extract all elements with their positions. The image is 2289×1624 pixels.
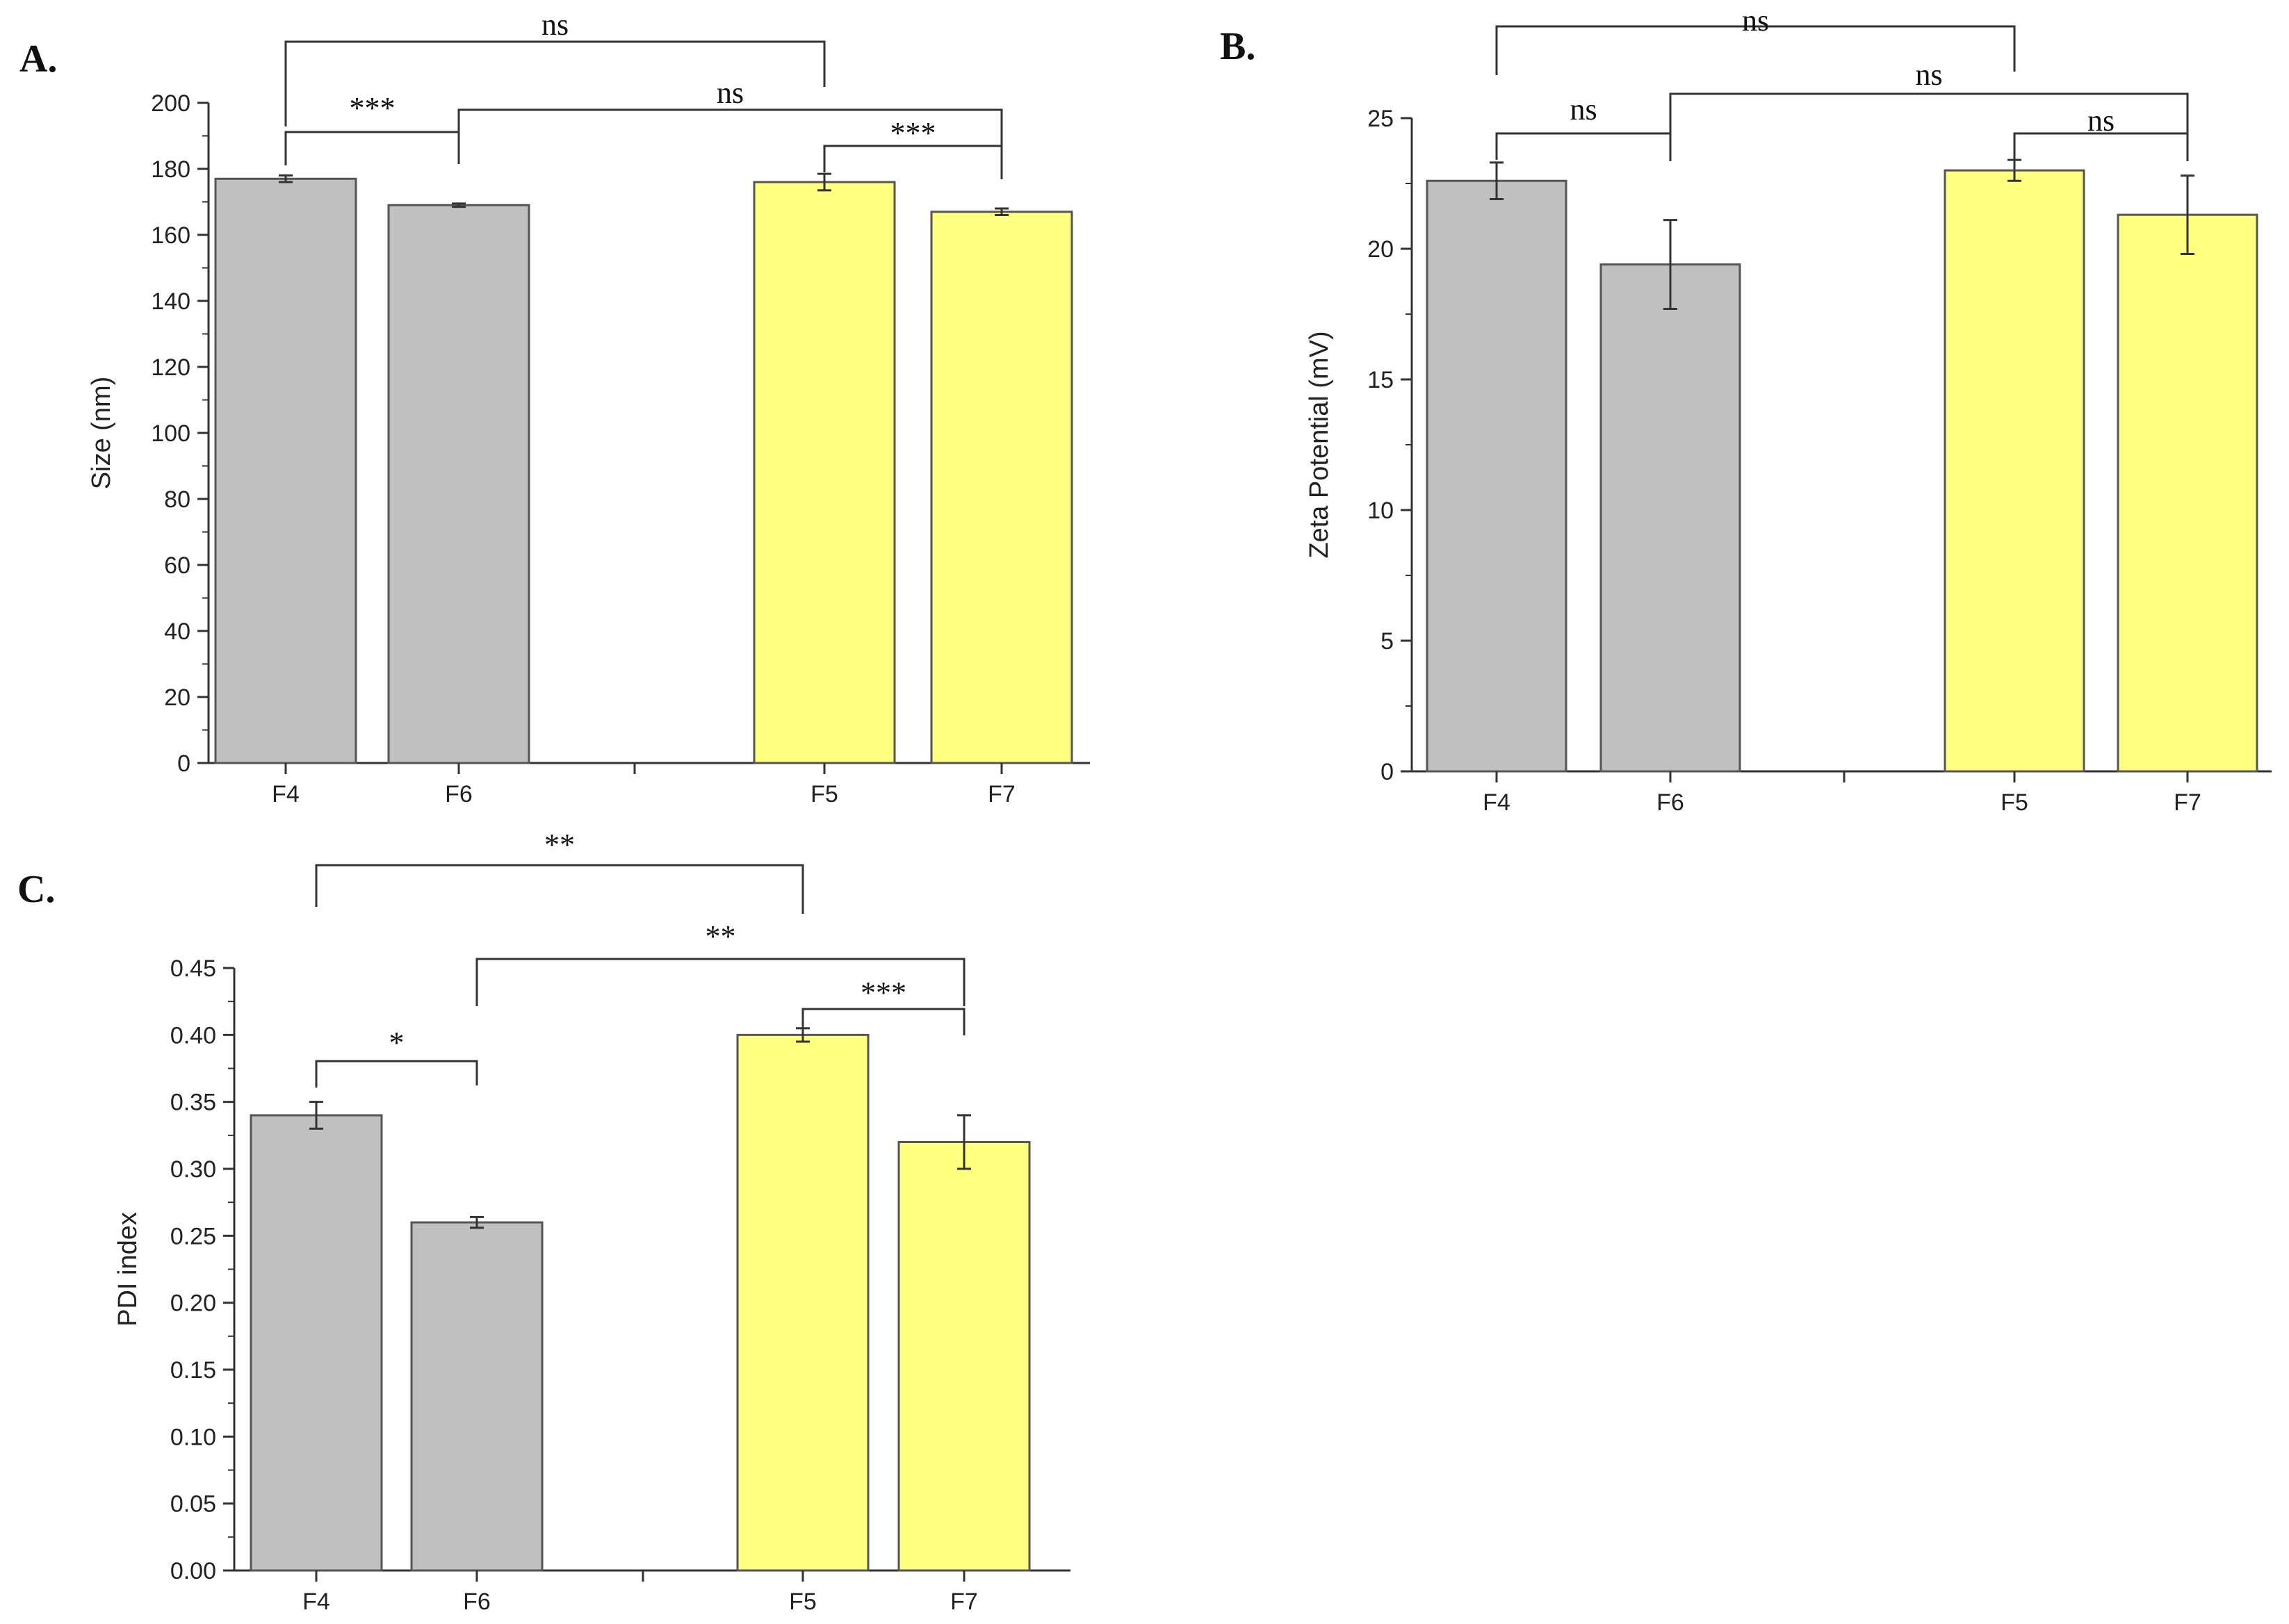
- bar-f4: [250, 1114, 383, 1572]
- y-tick-label: 40: [164, 618, 190, 645]
- significance-bracket: [1495, 132, 1672, 161]
- significance-bracket: [1669, 92, 2189, 146]
- significance-label: *: [389, 1026, 405, 1060]
- y-axis-title: PDI index: [113, 1212, 142, 1327]
- significance-label: ***: [890, 116, 936, 150]
- y-tick-label: 100: [151, 420, 190, 447]
- significance-label: ns: [2087, 104, 2115, 138]
- significance-label: ***: [861, 976, 906, 1010]
- significance-label: ns: [1570, 92, 1597, 126]
- y-axis-title: Size (nm): [87, 377, 116, 490]
- significance-label: ns: [541, 8, 569, 42]
- significance-bracket: [315, 1060, 478, 1088]
- y-tick-label: 0.35: [170, 1090, 216, 1116]
- bar-f7: [930, 211, 1073, 764]
- y-tick-label: 20: [164, 684, 190, 711]
- y-tick-label: 20: [1367, 236, 1394, 263]
- significance-bracket: [315, 864, 804, 914]
- y-tick-label: 0.10: [170, 1424, 216, 1450]
- x-tick-label: F5: [789, 1589, 817, 1615]
- y-tick-label: 0.05: [170, 1491, 216, 1518]
- y-tick-label: 120: [151, 354, 190, 381]
- x-tick-label: F4: [302, 1589, 330, 1615]
- panel-b-zeta-chart: B. 0 5 10 15 20 25 Zeta Potential (mV) F4 F6 F5 F7 n…: [1220, 3, 2272, 816]
- significance-bracket: [475, 958, 966, 1006]
- x-tick-label: F4: [1483, 789, 1510, 816]
- panel-a-size-chart: A. 0 20 40 60 80 100 120 140 160 180 200 Size (nm) F4…: [19, 8, 1090, 807]
- significance-label: ns: [717, 76, 744, 110]
- panel-c-pdi-chart: C. 0.00 0.05 0.10 0.15 0.20 0.25 0.30 0.35 0.40 0.…: [17, 828, 1070, 1615]
- significance-label: ns: [1742, 3, 1769, 38]
- significance-label: ns: [1915, 58, 1942, 92]
- bar-f5: [753, 181, 896, 764]
- bar-f4: [214, 177, 357, 764]
- x-tick-label: F6: [1656, 789, 1684, 816]
- y-tick-label: 5: [1380, 628, 1394, 655]
- x-tick-label: F6: [463, 1589, 491, 1615]
- bar-f6: [1599, 263, 1741, 773]
- y-tick-label: 180: [151, 156, 190, 183]
- significance-label: **: [706, 919, 736, 953]
- bar-f5: [736, 1033, 870, 1572]
- significance-bracket: [284, 40, 826, 126]
- bar-f6: [410, 1221, 544, 1572]
- x-tick-label: F7: [950, 1589, 978, 1615]
- bar-f7: [897, 1140, 1031, 1572]
- panel-letter: A.: [19, 38, 57, 81]
- significance-label: ***: [350, 91, 396, 125]
- x-tick-label: F4: [272, 781, 300, 807]
- bar-f7: [2117, 213, 2258, 773]
- x-tick-label: F5: [2001, 789, 2028, 816]
- significance-label: **: [544, 828, 575, 862]
- x-tick-label: F7: [2174, 789, 2201, 816]
- y-tick-label: 0.15: [170, 1357, 216, 1384]
- bar-f4: [1426, 179, 1567, 773]
- y-tick-label: 60: [164, 552, 190, 579]
- x-tick-label: F5: [810, 781, 838, 807]
- y-tick-label: 10: [1367, 498, 1394, 524]
- panel-letter: B.: [1220, 25, 1255, 68]
- significance-bracket: [2013, 132, 2189, 161]
- significance-bracket: [823, 145, 1003, 179]
- significance-bracket: [284, 131, 460, 165]
- x-tick-label: F6: [445, 781, 473, 807]
- significance-bracket: [801, 1008, 966, 1035]
- y-axis-title: Zeta Potential (mV): [1305, 331, 1334, 558]
- y-tick-label: 0.45: [170, 955, 216, 982]
- significance-bracket: [1495, 25, 2016, 75]
- y-tick-label: 160: [151, 222, 190, 249]
- y-tick-label: 25: [1367, 106, 1394, 132]
- y-tick-label: 0: [1380, 759, 1394, 785]
- y-tick-label: 0: [177, 751, 190, 777]
- bar-f5: [1944, 169, 2085, 773]
- significance-bracket: [457, 108, 1003, 164]
- y-tick-label: 80: [164, 486, 190, 513]
- y-tick-label: 0.25: [170, 1223, 216, 1249]
- bar-f6: [387, 204, 530, 764]
- y-tick-label: 0.00: [170, 1558, 216, 1584]
- x-tick-label: F7: [988, 781, 1016, 807]
- y-tick-label: 0.20: [170, 1290, 216, 1317]
- y-tick-label: 140: [151, 288, 190, 315]
- y-tick-label: 15: [1367, 367, 1394, 393]
- y-tick-label: 200: [151, 90, 190, 117]
- y-tick-label: 0.30: [170, 1156, 216, 1183]
- panel-letter: C.: [17, 868, 55, 911]
- y-tick-label: 0.40: [170, 1022, 216, 1049]
